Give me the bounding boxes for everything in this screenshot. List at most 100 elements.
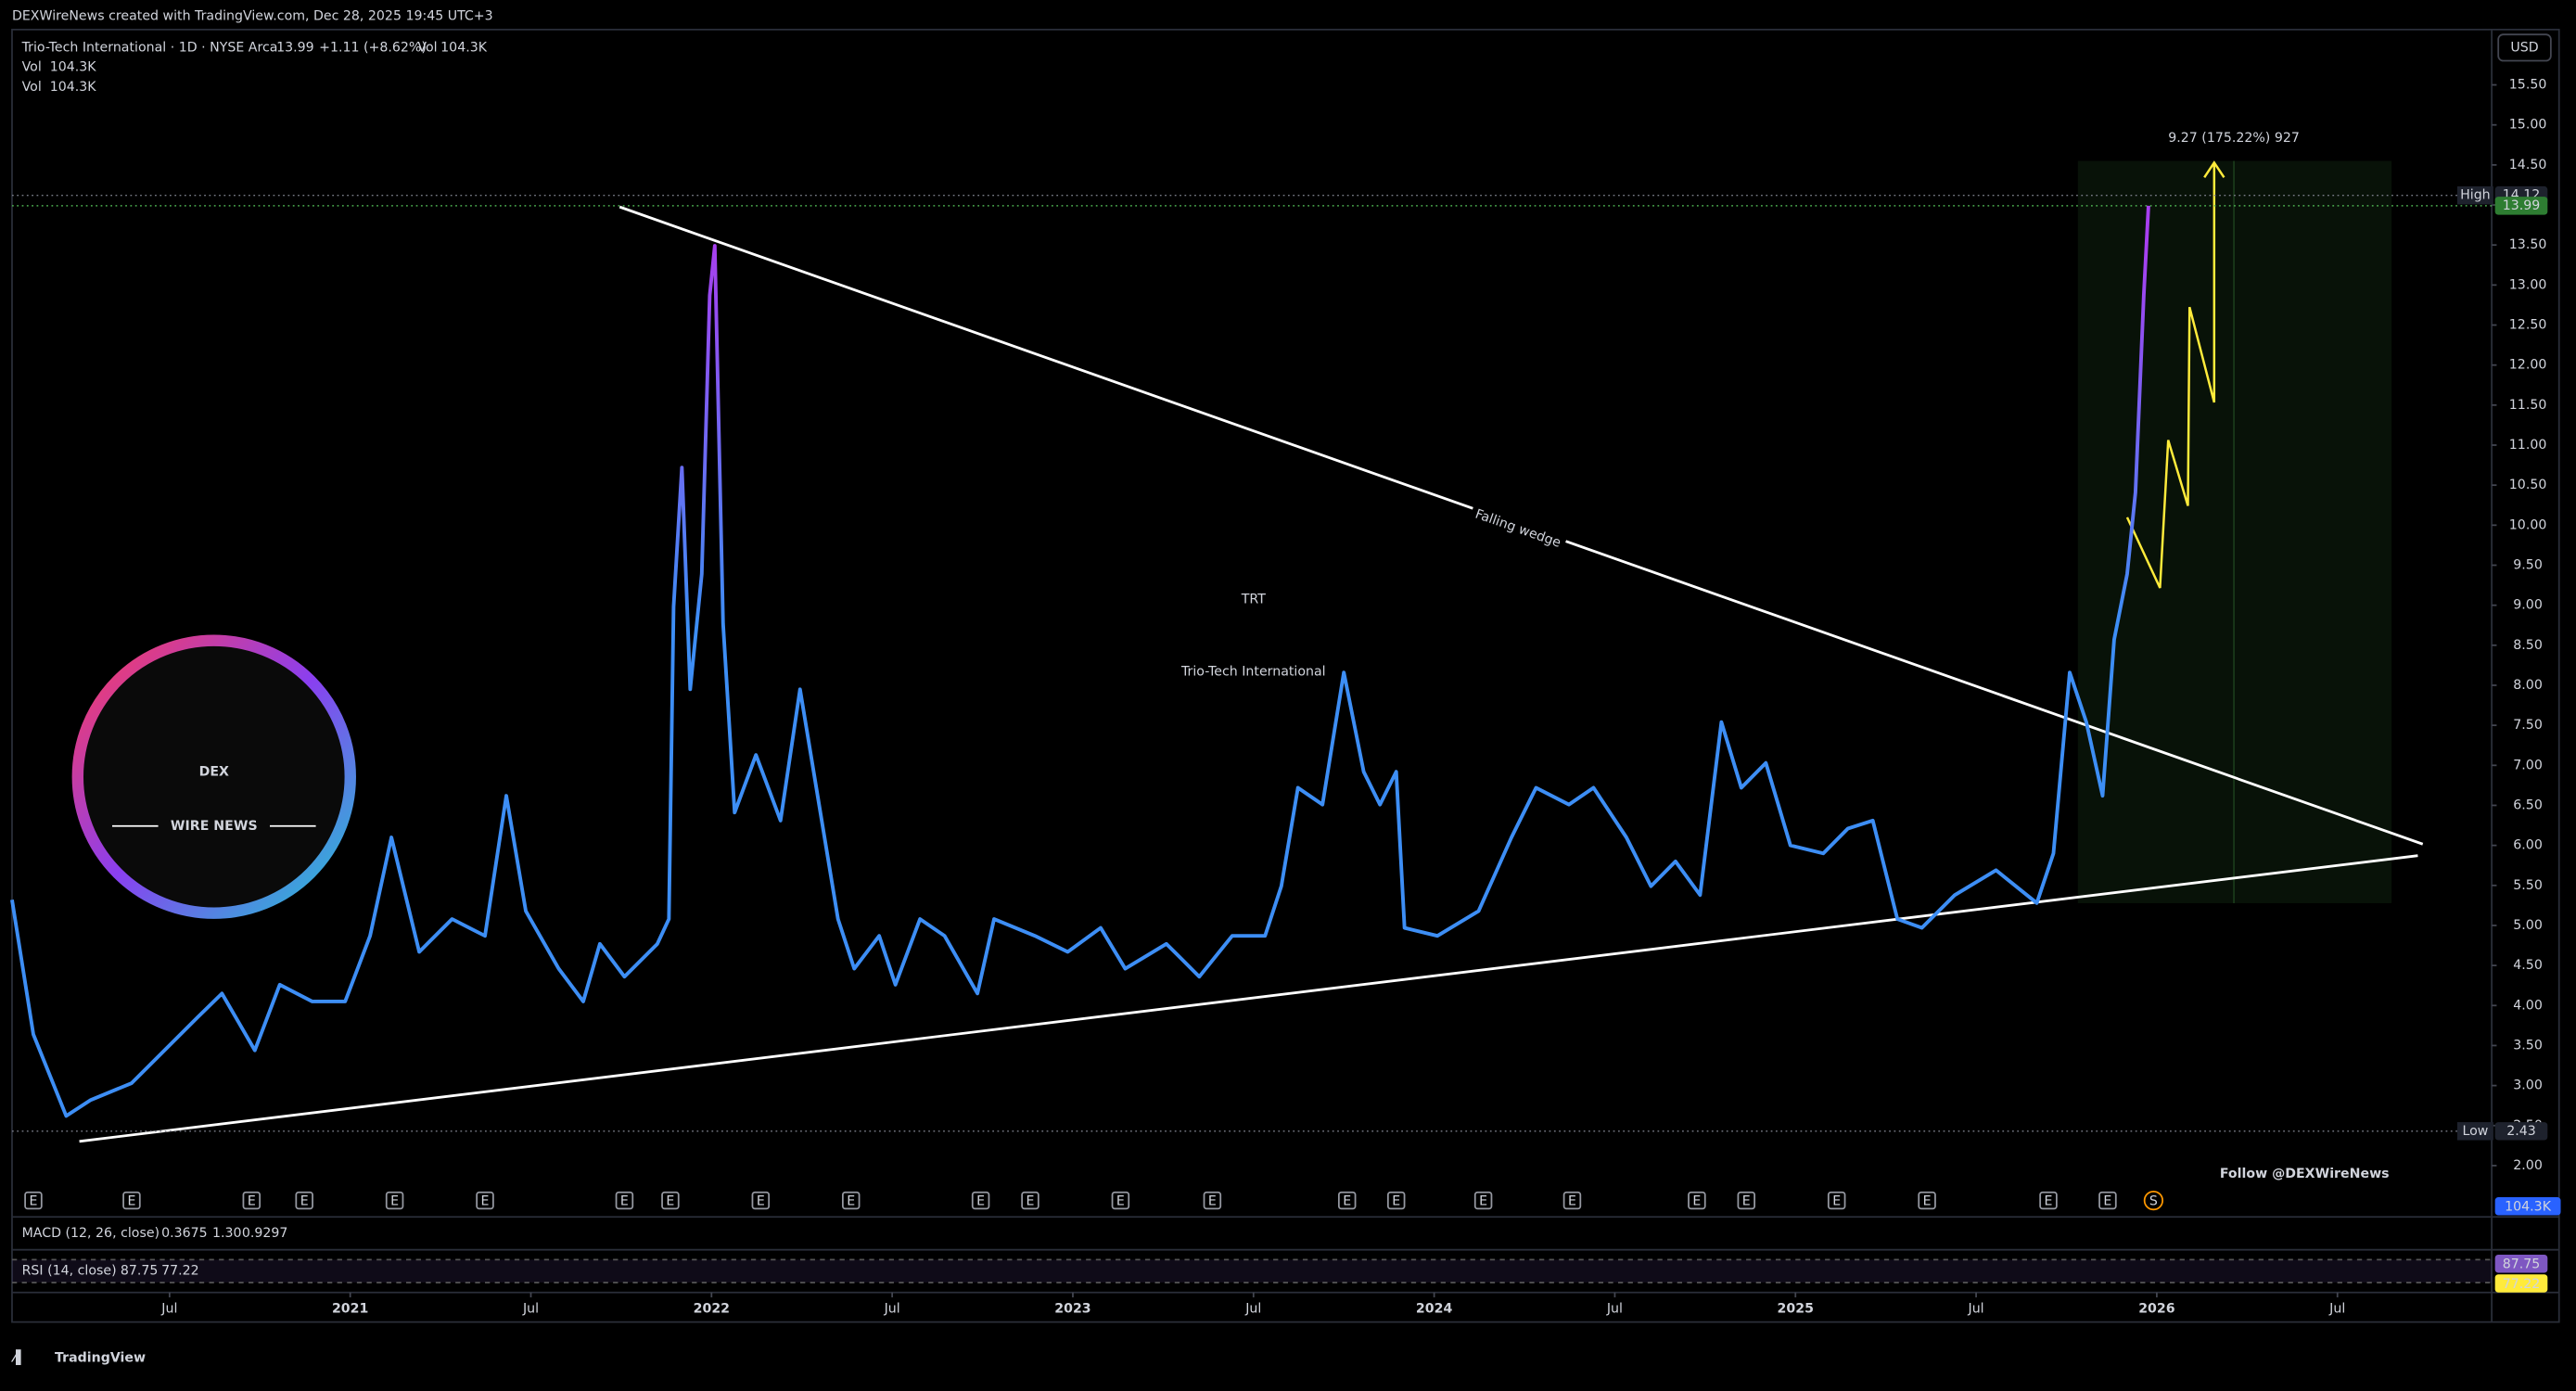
logo-subtext: WIRE NEWS [171,819,258,834]
logo-text: DEX [199,764,229,779]
watermark-name: Trio-Tech International [1180,664,1326,679]
symbol: Trio-Tech International · 1D · NYSE Arca [21,40,278,55]
x-tick-label: 2022 [694,1301,730,1316]
y-tick-label: 3.00 [2513,1078,2543,1093]
event-marker [2143,1190,2164,1211]
x-tick-label: 2023 [1054,1301,1090,1316]
event-label: E [1116,1193,1125,1208]
event-marker [751,1191,771,1210]
event-marker [1386,1191,1406,1210]
event-marker [1203,1191,1222,1210]
event-label: E [1208,1193,1217,1208]
event-label: E [1692,1193,1701,1208]
y-tick-label: 4.00 [2513,998,2543,1013]
rsi-title: RSI (14, close) [22,1264,117,1279]
x-tick-label: 2025 [1778,1301,1814,1316]
y-tick-label: 10.00 [2509,517,2547,532]
y-tick-label: 8.50 [2513,638,2543,653]
macd-value: 0.9297 [242,1226,288,1241]
y-tick-label: 14.50 [2509,158,2547,172]
last-box [2494,197,2548,215]
projection-arrow [2203,160,2225,178]
y-tick-label: 7.00 [2513,758,2543,772]
y-tick-label: 11.00 [2509,438,2547,453]
event-label: E [757,1193,765,1208]
wedge-label-bg [1468,503,1568,555]
vol-value: 104.3K [50,60,97,75]
y-tick-label: 3.50 [2513,1038,2543,1053]
x-tick-label: Jul [1244,1301,1261,1316]
y-tick-label: 12.00 [2509,358,2547,373]
y-tick-label: 8.00 [2513,678,2543,693]
currency: USD [2510,40,2538,55]
pane-border [11,28,2560,1323]
y-tick-label: 2.00 [2513,1158,2543,1173]
low-value: 2.43 [2506,1124,2536,1139]
y-tick-label: 7.50 [2513,718,2543,733]
low-tag [2456,1122,2493,1141]
event-label: E [666,1193,674,1208]
y-tick-label: 4.50 [2513,958,2543,973]
credit: DEXWireNews created with TradingView.com… [12,9,493,24]
y-tick-label: 9.50 [2513,557,2543,572]
price-line [10,205,2150,1118]
macd-title: MACD (12, 26, close) [22,1226,159,1241]
event-marker [661,1191,680,1210]
y-tick-label: 15.00 [2509,118,2547,133]
rsi-box [2494,1274,2548,1293]
change: +1.11 (+8.62%) [319,40,427,55]
rsi-box [2494,1255,2548,1273]
projection-path [2125,164,2216,589]
rsi-band [11,1259,2493,1283]
low-tag-label: Low [2462,1124,2488,1139]
event-label: E [620,1193,629,1208]
event-label: E [1568,1193,1576,1208]
event-marker [1827,1191,1846,1210]
last-price: 13.99 [276,40,314,55]
rsi-value: 77.22 [161,1264,199,1279]
event-marker [841,1191,861,1210]
watermark-symbol: TRT [1241,592,1266,606]
event-marker [2098,1191,2117,1210]
logo-ring [71,634,356,919]
volume-box [2494,1197,2561,1216]
y-tick-label: 5.00 [2513,918,2543,933]
x-tick-label: Jul [2328,1301,2345,1316]
event-label: E [1832,1193,1841,1208]
event-marker [615,1191,634,1210]
macd-value: 0.3675 [161,1226,208,1241]
macd-value: 1.30 [212,1226,242,1241]
last-value: 13.99 [2503,198,2541,213]
wedge-lower [79,854,2418,1143]
event-label: E [1742,1193,1751,1208]
x-tick-label: 2024 [1416,1301,1453,1316]
event-label: E [847,1193,855,1208]
event-marker [971,1191,990,1210]
event-marker [295,1191,313,1210]
vol-name: Vol [417,40,437,55]
x-tick-label: Jul [884,1301,900,1316]
high-tag-label: High [2460,188,2491,203]
event-marker [1918,1191,1936,1210]
y-tick-label: 6.00 [2513,838,2543,853]
projection-box [2077,160,2392,904]
event-label: E [2045,1193,2053,1208]
y-tick-label: 11.50 [2509,398,2547,413]
x-tick-label: Jul [1968,1301,1984,1316]
event-label: E [1923,1193,1932,1208]
event-label: E [1479,1193,1487,1208]
x-tick-label: 2021 [332,1301,368,1316]
y-tick-label: 5.50 [2513,878,2543,893]
footer-icon: ⁄▌ [11,1349,26,1366]
event-marker [1021,1191,1039,1210]
event-label: E [29,1193,37,1208]
high-tag [2456,185,2493,205]
event-marker [24,1191,43,1210]
event-marker [385,1191,404,1210]
vol-name: Vol [22,60,42,75]
y-tick-label: 6.50 [2513,798,2543,812]
event-label: E [390,1193,399,1208]
event-marker [1111,1191,1130,1210]
event-marker [476,1191,494,1210]
